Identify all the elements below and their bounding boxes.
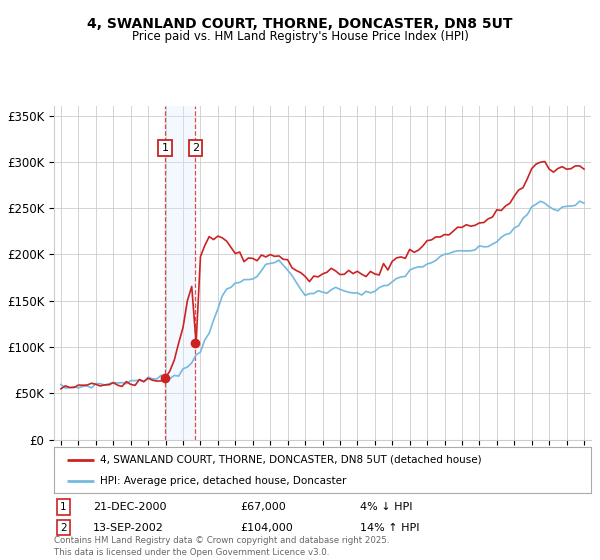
Text: Contains HM Land Registry data © Crown copyright and database right 2025.
This d: Contains HM Land Registry data © Crown c… bbox=[54, 536, 389, 557]
Text: £67,000: £67,000 bbox=[240, 502, 286, 512]
Text: 2: 2 bbox=[60, 522, 67, 533]
Text: 1: 1 bbox=[161, 143, 169, 153]
Text: 2: 2 bbox=[192, 143, 199, 153]
Text: 21-DEC-2000: 21-DEC-2000 bbox=[93, 502, 167, 512]
Text: 13-SEP-2002: 13-SEP-2002 bbox=[93, 522, 164, 533]
Text: 14% ↑ HPI: 14% ↑ HPI bbox=[360, 522, 419, 533]
Text: 4, SWANLAND COURT, THORNE, DONCASTER, DN8 5UT (detached house): 4, SWANLAND COURT, THORNE, DONCASTER, DN… bbox=[100, 455, 481, 465]
Text: 4% ↓ HPI: 4% ↓ HPI bbox=[360, 502, 413, 512]
Text: 1: 1 bbox=[60, 502, 67, 512]
Text: HPI: Average price, detached house, Doncaster: HPI: Average price, detached house, Donc… bbox=[100, 477, 346, 486]
Bar bbox=[165, 106, 196, 440]
Text: £104,000: £104,000 bbox=[240, 522, 293, 533]
Text: Price paid vs. HM Land Registry's House Price Index (HPI): Price paid vs. HM Land Registry's House … bbox=[131, 30, 469, 43]
Text: 4, SWANLAND COURT, THORNE, DONCASTER, DN8 5UT: 4, SWANLAND COURT, THORNE, DONCASTER, DN… bbox=[87, 17, 513, 31]
